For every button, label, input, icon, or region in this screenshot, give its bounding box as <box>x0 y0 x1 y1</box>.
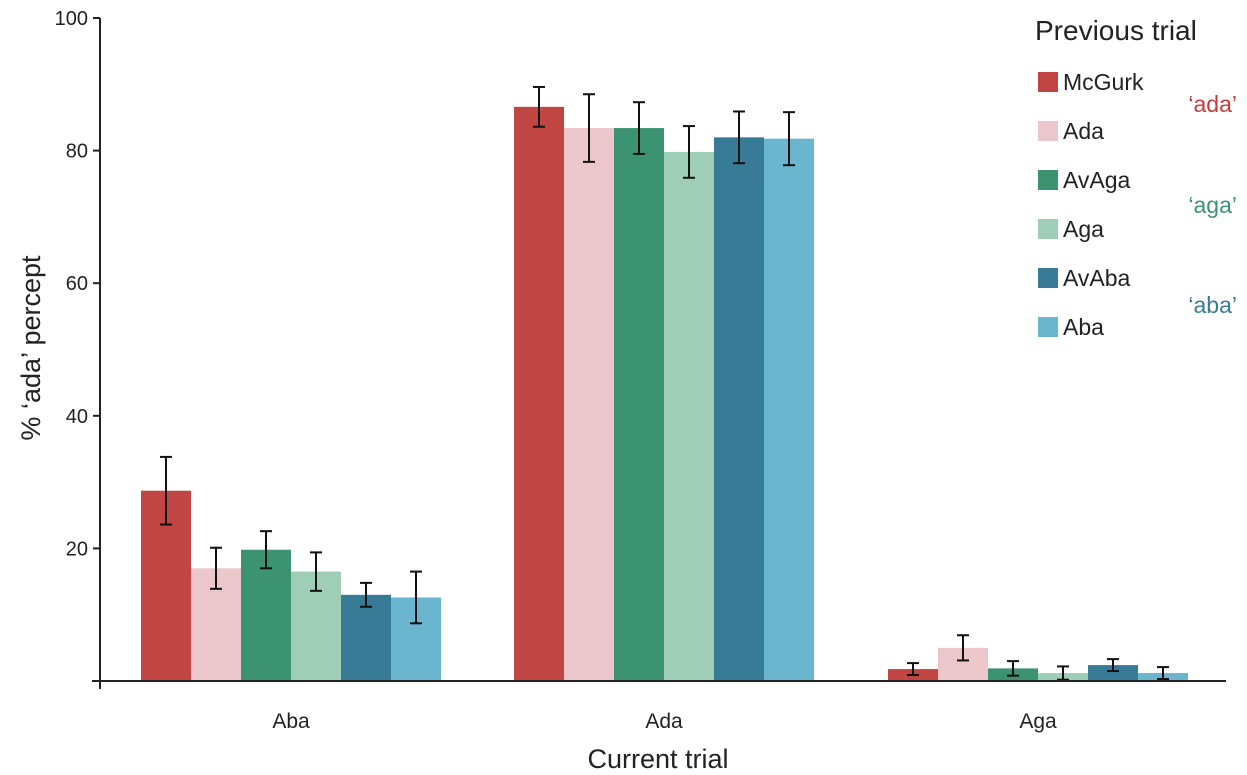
error-bar-aga-avaba <box>1107 658 1119 673</box>
bar-ada-avaga <box>614 128 664 682</box>
error-bar-ada-avaba <box>733 110 745 165</box>
legend-label-avaga: AvAga <box>1063 167 1131 193</box>
error-bar-ada-mcgurk <box>533 85 545 128</box>
legend-annotation: ‘aba’ <box>1188 292 1237 318</box>
error-bar-aga-mcgurk <box>907 662 919 677</box>
legend-swatch-avaba <box>1038 268 1058 288</box>
legend-annotation: ‘aga’ <box>1188 192 1237 218</box>
legend-annotation: ‘ada’ <box>1188 91 1237 117</box>
bar-ada-aba <box>764 138 814 681</box>
x-category-label: Aba <box>272 710 310 733</box>
bar-aba-avaba <box>341 594 391 681</box>
error-bar-aga-ada <box>957 634 969 662</box>
bar-ada-mcgurk <box>514 106 564 682</box>
error-bar-ada-aga <box>683 125 695 179</box>
bar-aga-avaba <box>1088 665 1138 681</box>
legend: Previous trial McGurk Ada AvAga Aga AvAba Aba <box>1035 15 1197 340</box>
legend-swatch-aba <box>1038 317 1058 337</box>
error-bar-aba-avaga <box>260 530 272 570</box>
y-tick-label: 40 <box>66 406 88 428</box>
bar-ada-ada <box>564 128 614 682</box>
axes-group: 20 40 60 80 100 Aba Ada Aga <box>55 8 1226 733</box>
y-tick-label: 60 <box>66 273 88 295</box>
y-tick-label: 100 <box>55 8 88 30</box>
x-category-label: Aga <box>1019 710 1057 733</box>
error-bar-aga-aga <box>1057 665 1069 681</box>
bar-ada-aga <box>664 151 714 681</box>
legend-label-aba: Aba <box>1063 314 1104 340</box>
error-bar-ada-aba <box>783 111 795 167</box>
legend-label-avaba: AvAba <box>1063 265 1131 291</box>
bars-group <box>141 106 1188 682</box>
y-tick-label: 80 <box>66 141 88 163</box>
error-bar-ada-avaga <box>633 101 645 155</box>
error-bar-aba-avaba <box>360 581 372 608</box>
legend-label-mcgurk: McGurk <box>1063 69 1144 95</box>
legend-swatch-ada <box>1038 121 1058 141</box>
error-bar-aba-aba <box>410 570 422 625</box>
x-category-label: Ada <box>645 710 683 733</box>
legend-swatch-aga <box>1038 219 1058 239</box>
error-bar-aba-mcgurk <box>160 455 172 526</box>
error-bar-aba-aga <box>310 551 322 592</box>
y-axis-title: % ‘ada’ percept <box>16 255 46 441</box>
y-tick-label: 20 <box>66 538 88 560</box>
legend-label-aga: Aga <box>1063 216 1104 242</box>
error-bar-aga-avaga <box>1007 660 1019 677</box>
error-bar-aga-aba <box>1157 666 1169 681</box>
error-bar-aba-ada <box>210 546 222 590</box>
legend-annotations: ‘ada’ ‘aga’ ‘aba’ <box>1188 91 1237 318</box>
x-axis-title: Current trial <box>587 744 728 774</box>
legend-swatch-avaga <box>1038 170 1058 190</box>
bar-ada-avaba <box>714 137 764 682</box>
legend-label-ada: Ada <box>1063 118 1104 144</box>
bar-aba-avaga <box>241 549 291 681</box>
legend-title: Previous trial <box>1035 15 1197 46</box>
legend-swatch-mcgurk <box>1038 72 1058 92</box>
error-bar-ada-ada <box>583 93 595 163</box>
error-bars-group <box>160 85 1169 681</box>
